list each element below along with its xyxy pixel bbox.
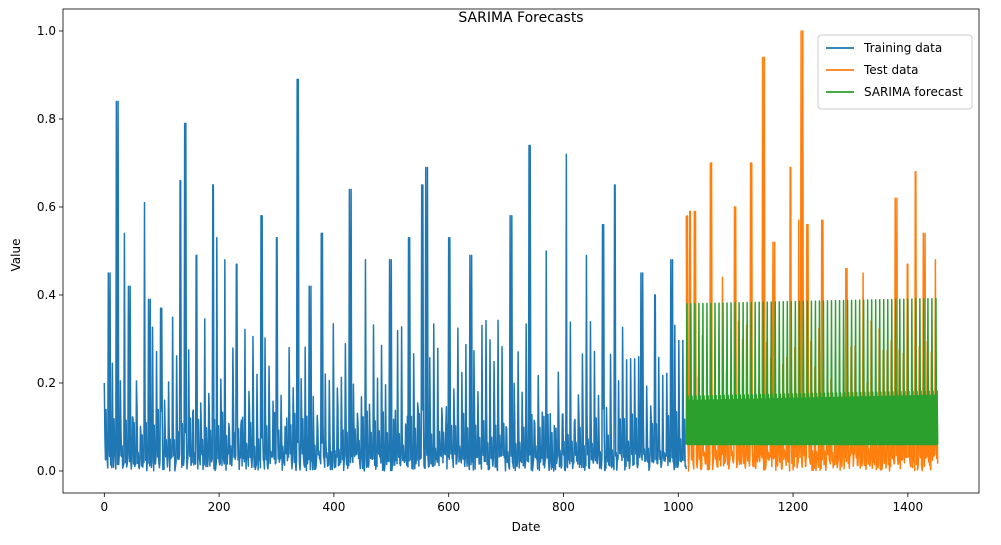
y-axis-ticks: 0.0 0.2 0.4 0.6 0.8 1.0 (37, 24, 63, 478)
legend-label-1: Training data (863, 41, 942, 55)
series-layer (103, 30, 939, 472)
y-tick-label: 0.8 (37, 112, 56, 126)
legend: Training data Test data SARIMA forecast (817, 34, 973, 110)
chart-title: SARIMA Forecasts (458, 10, 583, 26)
series-line-1 (103, 78, 688, 472)
y-tick-label: 1.0 (37, 24, 56, 38)
y-axis-label: Value (9, 239, 23, 272)
x-tick-label: 0 (101, 500, 109, 514)
x-tick-label: 200 (208, 500, 231, 514)
x-axis-ticks: 0 200 400 600 800 1000 1200 1400 (101, 493, 924, 514)
x-tick-label: 1200 (778, 500, 809, 514)
legend-label-3: SARIMA forecast (864, 85, 963, 99)
x-tick-label: 600 (437, 500, 460, 514)
y-tick-label: 0.0 (37, 464, 56, 478)
legend-entries: Training data Test data SARIMA forecast (826, 41, 963, 99)
plot-frame (62, 8, 980, 494)
plot-area: 0 200 400 600 800 1000 1200 1400 0.00.20.40.60.… (37, 8, 980, 514)
legend-box (817, 34, 973, 110)
x-tick-label: 400 (322, 500, 345, 514)
x-tick-label: 1400 (893, 500, 924, 514)
legend-label-2: Test data (863, 63, 918, 77)
y-tick-label: 0.2 (37, 376, 56, 390)
series-line-3 (685, 297, 939, 446)
x-axis-label: Date (512, 520, 541, 534)
x-tick-label: 1000 (663, 500, 694, 514)
y-tick-label: 0.4 (37, 288, 56, 302)
y-tick-label: 0.6 (37, 200, 56, 214)
x-tick-label: 800 (552, 500, 575, 514)
